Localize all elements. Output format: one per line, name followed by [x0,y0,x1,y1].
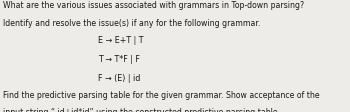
Text: E → E+T | T: E → E+T | T [98,36,144,45]
Text: Find the predictive parsing table for the given grammar. Show acceptance of the: Find the predictive parsing table for th… [3,91,320,100]
Text: T → T*F | F: T → T*F | F [98,55,140,64]
Text: Identify and resolve the issue(s) if any for the following grammar.: Identify and resolve the issue(s) if any… [3,19,260,28]
Text: What are the various issues associated with grammars in Top-down parsing?: What are the various issues associated w… [3,1,304,10]
Text: input string “ id+id*id” using the constructed predictive parsing table.: input string “ id+id*id” using the const… [3,108,280,112]
Text: F → (E) | id: F → (E) | id [98,74,140,83]
